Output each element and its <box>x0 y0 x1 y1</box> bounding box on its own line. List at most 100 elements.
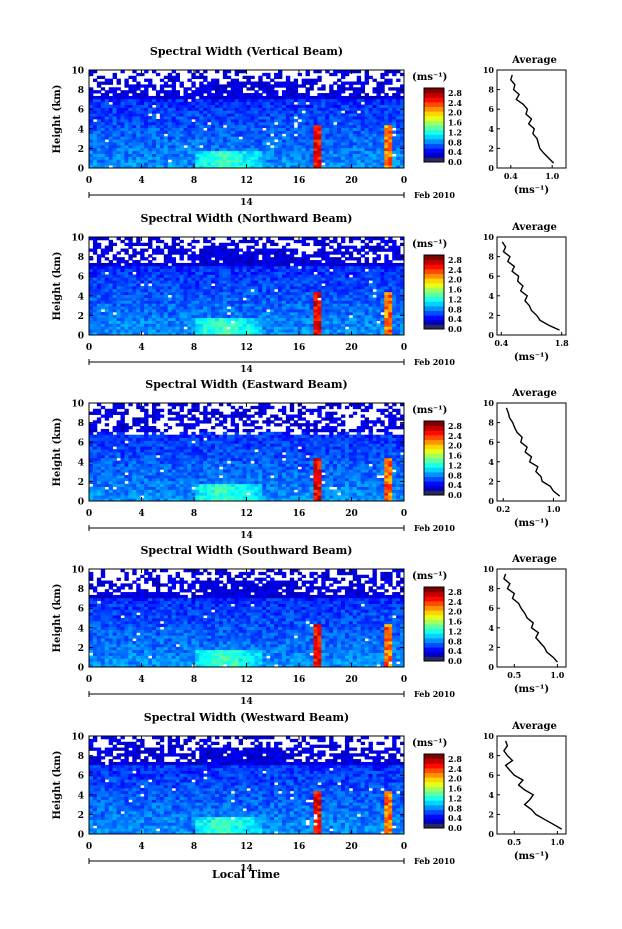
x-tick-label: 20 <box>345 675 358 685</box>
y-tick-label: 2 <box>78 478 84 488</box>
avg-x-tick-label: 0.5 <box>507 670 521 680</box>
average-frame <box>496 236 567 336</box>
average-title: Average <box>511 222 557 233</box>
colorbar-tick: 0.4 <box>448 813 462 823</box>
date-label: Feb 2010 <box>414 689 455 699</box>
day-label: 14 <box>240 697 253 707</box>
x-tick-label: 16 <box>293 343 306 353</box>
x-tick-label: 0 <box>86 675 92 685</box>
avg-y-tick-label: 10 <box>483 65 495 75</box>
date-label: Feb 2010 <box>414 357 455 367</box>
avg-y-tick-label: 2 <box>488 642 494 652</box>
avg-y-tick-label: 10 <box>483 564 495 574</box>
y-tick-label: 10 <box>71 400 84 410</box>
colorbar-tick: 1.6 <box>448 617 462 627</box>
x-tick-label: 12 <box>240 176 253 186</box>
avg-y-tick-label: 4 <box>488 457 494 467</box>
x-tick-label: 8 <box>191 509 197 519</box>
panel-title: Spectral Width (Northward Beam) <box>141 212 353 225</box>
colorbar-tick: 0.0 <box>448 490 462 500</box>
x-tick-label: 8 <box>191 842 197 852</box>
colorbar-tick: 1.6 <box>448 285 462 295</box>
x-tick-label: 0 <box>401 343 407 353</box>
panel-2: Spectral Width (Eastward Beam) 0 2 4 6 8 10 Hei… <box>52 378 567 541</box>
avg-y-tick-label: 8 <box>488 418 494 428</box>
avg-y-tick-label: 4 <box>488 623 494 633</box>
colorbar <box>423 753 445 829</box>
x-tick-label: 4 <box>138 343 144 353</box>
y-tick-label: 0 <box>78 498 84 508</box>
y-tick-label: 8 <box>78 419 84 429</box>
y-tick-label: 6 <box>78 605 84 615</box>
y-tick-label: 10 <box>71 234 84 244</box>
y-tick-label: 6 <box>78 772 84 782</box>
colorbar-tick: 2.8 <box>448 255 462 265</box>
average-profile-line <box>503 573 558 663</box>
colorbar-tick: 0.4 <box>448 646 462 656</box>
panel-4: Spectral Width (Westward Beam) 0 2 4 6 8 10 Hei… <box>52 711 567 874</box>
y-tick-label: 4 <box>78 624 84 634</box>
average-profile-line <box>503 740 563 830</box>
avg-y-tick-label: 8 <box>488 751 494 761</box>
avg-x-tick-label: 1.0 <box>550 670 564 680</box>
average-title: Average <box>511 554 557 565</box>
average-profile-line <box>501 241 560 331</box>
x-tick-label: 12 <box>240 842 253 852</box>
x-tick-label: 0 <box>86 842 92 852</box>
day-label: 14 <box>240 864 253 874</box>
colorbar-tick: 2.8 <box>448 421 462 431</box>
average-profile-line <box>510 74 555 164</box>
y-tick-label: 10 <box>71 566 84 576</box>
avg-y-tick-label: 0 <box>488 829 494 839</box>
date-label: Feb 2010 <box>414 523 455 533</box>
colorbar-tick: 1.2 <box>448 460 462 470</box>
y-tick-label: 2 <box>78 644 84 654</box>
colorbar-tick: 2.8 <box>448 88 462 98</box>
y-tick-label: 8 <box>78 585 84 595</box>
colorbar-unit: (ms⁻¹) <box>412 239 447 250</box>
colorbar-tick: 1.2 <box>448 294 462 304</box>
x-tick-label: 0 <box>401 842 407 852</box>
colorbar-tick: 2.0 <box>448 607 462 617</box>
y-tick-label: 4 <box>78 292 84 302</box>
average-title: Average <box>511 388 557 399</box>
panel-title: Spectral Width (Eastward Beam) <box>145 378 347 391</box>
colorbar-tick: 2.8 <box>448 754 462 764</box>
avg-y-tick-label: 0 <box>488 330 494 340</box>
colorbar-tick: 0.0 <box>448 656 462 666</box>
avg-y-tick-label: 8 <box>488 252 494 262</box>
x-tick-label: 0 <box>401 176 407 186</box>
colorbar-unit: (ms⁻¹) <box>412 571 447 582</box>
colorbar-tick: 0.4 <box>448 480 462 490</box>
heatmap-field <box>89 237 405 336</box>
colorbar-unit: (ms⁻¹) <box>412 72 447 83</box>
x-tick-label: 20 <box>345 509 358 519</box>
avg-x-tick-label: 0.4 <box>504 171 518 181</box>
y-axis-label: Height (km) <box>52 418 63 487</box>
x-tick-label: 0 <box>401 509 407 519</box>
avg-x-tick-label: 0.2 <box>496 504 510 514</box>
avg-y-tick-label: 0 <box>488 496 494 506</box>
colorbar-tick: 2.4 <box>448 265 462 275</box>
y-tick-label: 2 <box>78 811 84 821</box>
colorbar-unit: (ms⁻¹) <box>412 405 447 416</box>
y-tick-label: 2 <box>78 312 84 322</box>
colorbar <box>423 87 445 163</box>
colorbar-tick: 2.0 <box>448 774 462 784</box>
date-label: Feb 2010 <box>414 856 455 866</box>
x-tick-label: 4 <box>138 842 144 852</box>
colorbar <box>423 586 445 662</box>
x-tick-label: 16 <box>293 176 306 186</box>
x-tick-label: 20 <box>345 343 358 353</box>
y-axis-label: Height (km) <box>52 584 63 653</box>
colorbar-tick: 2.0 <box>448 441 462 451</box>
x-tick-label: 12 <box>240 509 253 519</box>
x-tick-label: 8 <box>191 675 197 685</box>
panel-title: Spectral Width (Vertical Beam) <box>150 45 343 58</box>
panel-title: Spectral Width (Southward Beam) <box>140 544 352 557</box>
avg-y-tick-label: 8 <box>488 85 494 95</box>
average-title: Average <box>511 721 557 732</box>
y-tick-label: 0 <box>78 332 84 342</box>
colorbar-tick: 0.0 <box>448 157 462 167</box>
x-axis-label: Local Time <box>212 868 280 881</box>
